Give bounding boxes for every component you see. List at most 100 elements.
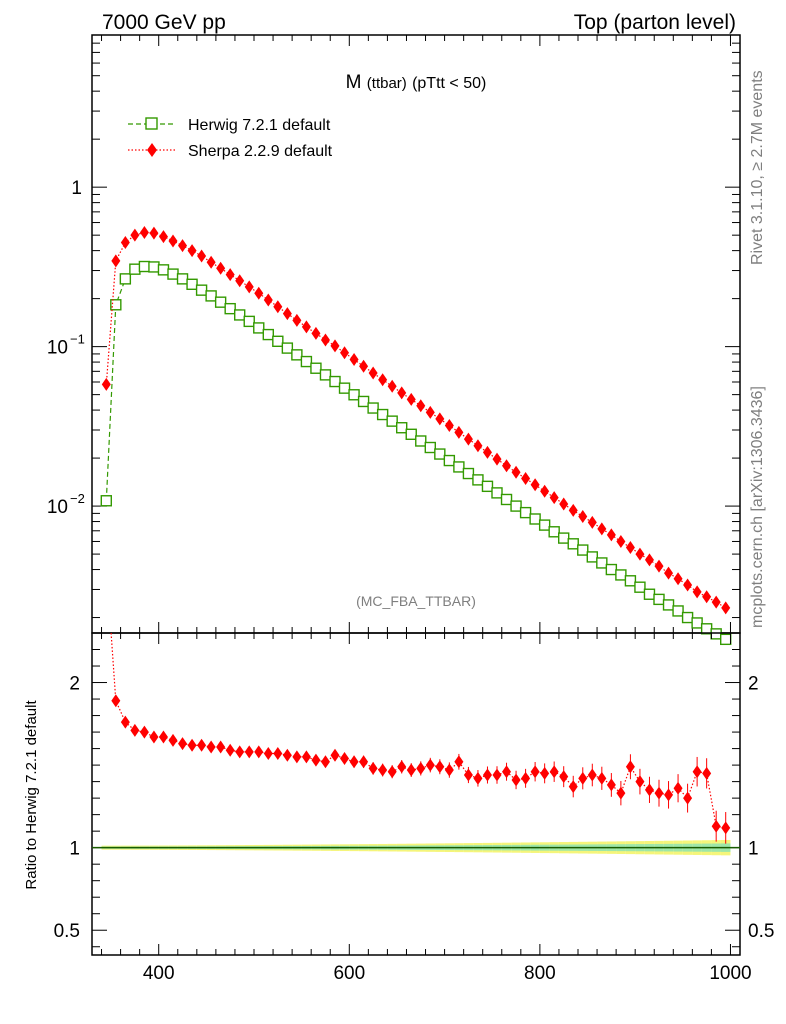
- sherpa-point: [597, 522, 607, 536]
- ratio-point: [368, 761, 378, 775]
- ratio-point: [635, 775, 645, 789]
- ratio-point: [168, 733, 178, 747]
- sherpa-point: [378, 373, 388, 387]
- ratio-point: [721, 821, 731, 835]
- mcplots-label: mcplots.cern.ch [arXiv:1306.3436]: [749, 386, 766, 628]
- ratio-panel: 400 600 800 1000 2 2 1 1 0.5 0.5: [54, 632, 774, 984]
- x-tick-label: 1000: [709, 963, 751, 984]
- sherpa-point: [349, 353, 359, 367]
- top-y-tick-exponent: −1: [70, 332, 85, 347]
- herwig-point: [253, 322, 265, 334]
- ratio-point: [540, 766, 550, 780]
- herwig-point: [138, 260, 151, 273]
- herwig-point: [472, 474, 484, 486]
- herwig-point: [291, 349, 303, 361]
- herwig-point: [396, 422, 408, 434]
- sherpa-point: [473, 439, 483, 453]
- sherpa-point: [320, 333, 330, 347]
- ratio-point: [320, 755, 330, 769]
- ratio-point: [111, 694, 121, 708]
- ratio-frame: [91, 632, 741, 956]
- herwig-point: [605, 563, 618, 576]
- herwig-point: [243, 315, 255, 328]
- sherpa-point: [492, 452, 502, 466]
- sherpa-point: [435, 412, 445, 426]
- x-tick-label: 800: [524, 963, 556, 984]
- herwig-point: [338, 382, 351, 394]
- ratio-point: [178, 737, 188, 751]
- sherpa-point: [158, 230, 168, 244]
- sherpa-point: [482, 445, 492, 459]
- ratio-point: [416, 761, 426, 775]
- herwig-point: [186, 278, 198, 290]
- sherpa-point: [387, 379, 397, 393]
- x-tick-label: 400: [143, 963, 175, 984]
- herwig-point: [491, 487, 503, 499]
- sherpa-point: [521, 471, 531, 485]
- herwig-point: [519, 506, 532, 519]
- herwig-point: [214, 296, 227, 308]
- sherpa-point: [416, 399, 426, 413]
- sherpa-point: [578, 510, 588, 524]
- sherpa-point: [120, 235, 130, 249]
- ratio-point: [330, 748, 340, 762]
- ratio-y-tick-label: 1: [69, 839, 80, 860]
- herwig-point: [272, 335, 284, 347]
- herwig-point: [281, 342, 294, 354]
- sherpa-point: [292, 313, 302, 327]
- ratio-point: [578, 771, 588, 785]
- sherpa-point: [683, 578, 693, 592]
- ratio-axis-label: Ratio to Herwig 7.2.1 default: [23, 700, 40, 890]
- herwig-point: [615, 569, 627, 581]
- herwig-point: [710, 628, 722, 640]
- sherpa-point: [282, 307, 292, 321]
- sherpa-point: [178, 239, 188, 253]
- sherpa-point: [254, 286, 264, 300]
- top-y-tick-exponent: −2: [70, 491, 85, 506]
- ratio-y-tick-label-right: 2: [748, 674, 759, 695]
- ratio-point: [616, 786, 626, 800]
- sherpa-point: [463, 432, 473, 446]
- herwig-point: [348, 389, 360, 401]
- herwig-point: [329, 375, 341, 388]
- herwig-point: [167, 268, 179, 280]
- sherpa-point: [606, 528, 616, 542]
- sherpa-point: [664, 566, 674, 580]
- top-y-tick-label: 1: [71, 178, 82, 199]
- ratio-point: [244, 745, 254, 759]
- sherpa-point: [359, 359, 369, 373]
- ratio-point: [397, 760, 407, 774]
- sherpa-point: [635, 547, 645, 561]
- ratio-point: [301, 750, 311, 764]
- ratio-point: [606, 778, 616, 792]
- sherpa-point: [273, 300, 283, 314]
- ratio-point: [559, 770, 569, 784]
- sherpa-point: [235, 274, 245, 288]
- top-y-tick-label: 10: [47, 497, 68, 518]
- ratio-point: [311, 753, 321, 767]
- rivet-label: Rivet 3.1.10, ≥ 2.7M events: [749, 70, 766, 265]
- sherpa-point: [406, 392, 416, 406]
- ratio-y-tick-label-right: 1: [748, 839, 759, 860]
- sherpa-point: [616, 534, 626, 548]
- sherpa-point: [216, 261, 226, 275]
- ratio-point: [664, 788, 674, 802]
- herwig-point: [415, 435, 427, 447]
- sherpa-point: [225, 268, 235, 282]
- ratio-point: [454, 755, 464, 769]
- herwig-point: [672, 605, 684, 617]
- title-sub: (ttbar): [367, 75, 407, 92]
- sherpa-point: [644, 553, 654, 567]
- sherpa-point: [692, 585, 702, 599]
- herwig-point: [548, 526, 560, 538]
- herwig-point: [262, 328, 274, 341]
- herwig-point: [577, 544, 589, 556]
- ratio-series-sherpa: [110, 632, 731, 844]
- herwig-point: [596, 557, 608, 569]
- ratio-point: [359, 755, 369, 769]
- series-sherpa: [101, 225, 731, 615]
- herwig-point: [558, 532, 570, 544]
- ratio-point: [444, 763, 454, 777]
- sherpa-point: [673, 572, 683, 586]
- sherpa-point: [397, 386, 407, 400]
